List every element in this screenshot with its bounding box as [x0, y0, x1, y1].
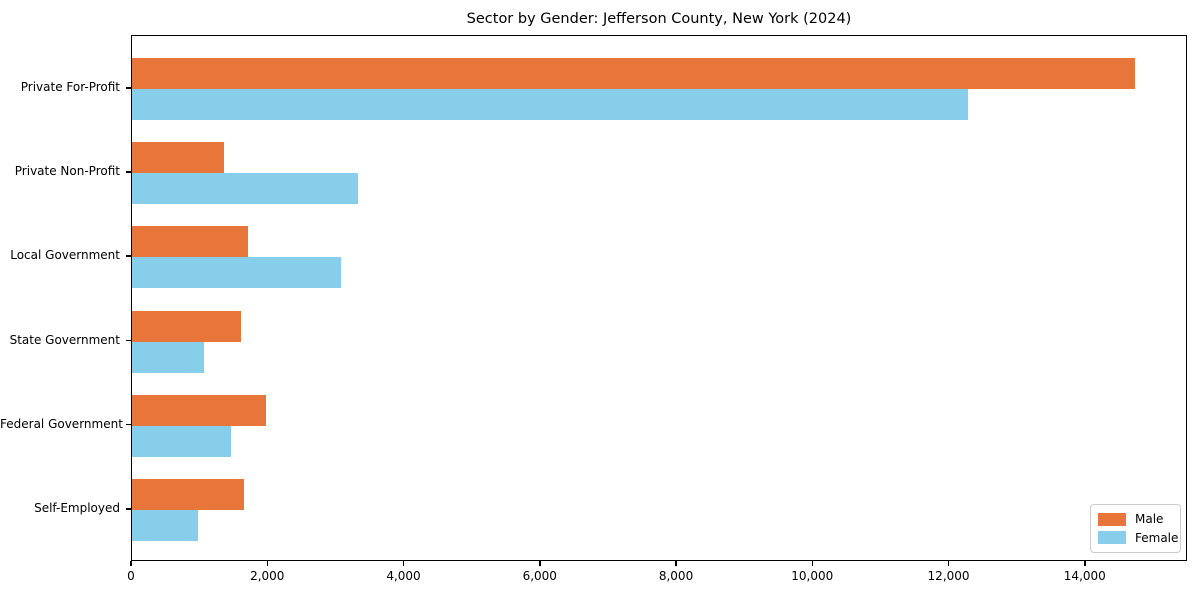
legend-item-male: Male	[1098, 512, 1173, 526]
bar-female	[132, 89, 968, 120]
x-tick-mark	[1084, 561, 1086, 566]
legend: Male Female	[1090, 504, 1181, 553]
x-tick-mark	[402, 561, 405, 566]
bar-male	[132, 142, 224, 174]
bar-male	[132, 58, 1135, 89]
x-tick-label: 6,000	[522, 569, 557, 583]
x-tick-label: 14,000	[1063, 569, 1106, 583]
legend-label-male: Male	[1135, 512, 1164, 527]
x-tick-label: 8,000	[658, 569, 694, 583]
bar-female	[132, 257, 341, 289]
legend-label-female: Female	[1135, 530, 1179, 545]
legend-swatch-male	[1098, 512, 1126, 526]
x-tick-mark	[539, 561, 541, 566]
y-tick-mark	[126, 423, 131, 426]
chart-title: Sector by Gender: Jefferson County, New …	[466, 11, 852, 27]
y-tick-label: Federal Government	[0, 416, 123, 431]
y-tick-label: Self-Employed	[34, 501, 120, 515]
bar-female	[132, 341, 204, 373]
y-tick-label: Private Non-Profit	[14, 164, 120, 179]
y-tick-label: Private For-Profit	[20, 80, 120, 94]
y-tick-mark	[126, 339, 131, 342]
y-tick-label: Local Government	[10, 248, 120, 263]
y-tick-mark	[126, 508, 131, 510]
y-tick-mark	[126, 171, 131, 173]
x-tick-mark	[130, 561, 132, 566]
x-tick-mark	[675, 561, 677, 566]
bar-female	[132, 510, 199, 541]
x-tick-label: 2,000	[250, 569, 285, 583]
y-tick-mark	[126, 255, 131, 257]
x-tick-label: 4,000	[386, 569, 421, 583]
legend-swatch-female	[1098, 531, 1126, 545]
x-tick-label: 0	[127, 569, 135, 583]
bar-male	[132, 394, 266, 426]
x-tick-label: 10,000	[791, 569, 834, 583]
bar-male	[132, 226, 248, 258]
y-tick-mark	[126, 87, 131, 89]
bar-female	[132, 173, 358, 205]
x-tick-mark	[266, 561, 268, 566]
x-tick-mark	[811, 561, 814, 566]
y-tick-label: State Government	[9, 332, 120, 347]
legend-item-female: Female	[1098, 531, 1178, 545]
bar-female	[132, 425, 231, 457]
x-tick-label: 12,000	[927, 569, 970, 583]
bar-male	[132, 310, 241, 342]
bar-male	[132, 479, 244, 510]
x-tick-mark	[947, 561, 950, 566]
plot-area	[131, 35, 1187, 561]
